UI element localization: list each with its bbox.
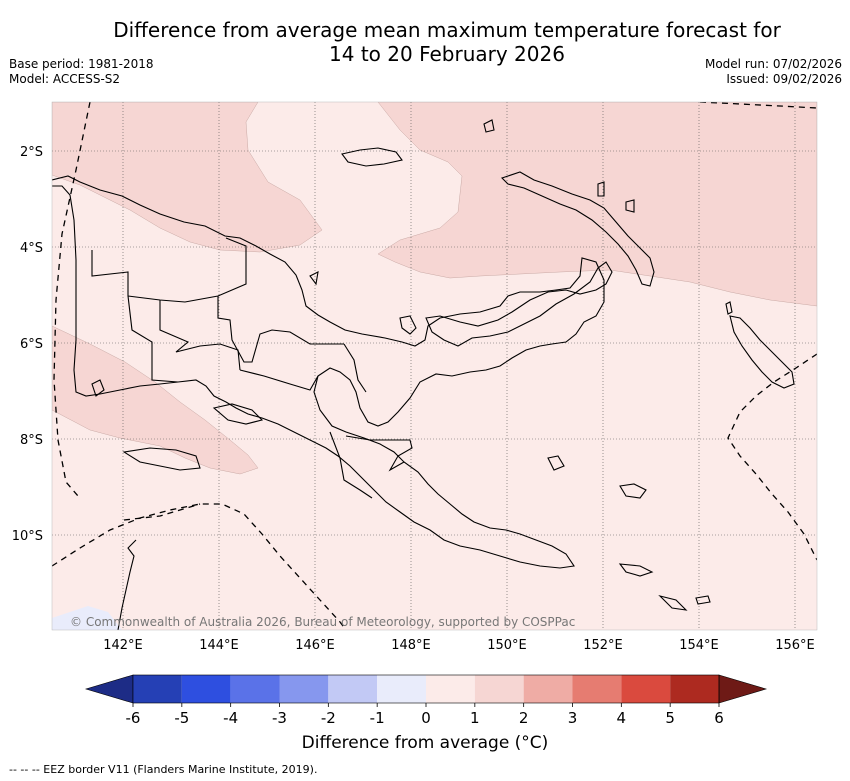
colorbar-ticks: -6 -5 -4 -3 -2 -1 0 1 2 3 4 5 6 <box>126 703 724 727</box>
colorbar-tick-label: 4 <box>617 709 627 727</box>
colorbar-low-extend <box>84 674 134 704</box>
coastlines <box>52 119 795 630</box>
cool-patch-southwest <box>52 606 122 630</box>
colorbar-tick-label: 2 <box>519 709 529 727</box>
graticule <box>52 102 817 630</box>
issued-date: Issued: 09/02/2026 <box>726 72 842 86</box>
coastline-lake <box>91 379 105 397</box>
coastline-islands-southeast-4 <box>658 594 688 611</box>
province-border-6 <box>343 343 367 393</box>
lon-label: 146°E <box>295 638 335 653</box>
lat-label: 10°S <box>12 529 43 544</box>
coastline-new-guinea <box>52 175 605 569</box>
coastline-buka <box>725 301 733 315</box>
warm-band-northwest <box>52 102 323 253</box>
lat-label: 8°S <box>20 433 43 448</box>
coastline-island-4 <box>597 181 605 197</box>
coastline-fly-delta <box>212 403 264 425</box>
lon-label: 154°E <box>679 638 719 653</box>
colorbar-segment <box>621 675 671 703</box>
coastline-new-ireland <box>500 171 655 287</box>
lat-label: 6°S <box>20 337 43 352</box>
colorbar-tick-label: -5 <box>174 709 189 727</box>
map-title: Difference from average mean maximum tem… <box>0 18 850 66</box>
footer-note: -- -- -- EEZ border V11 (Flanders Marine… <box>9 763 318 776</box>
coastline-cape-york <box>117 539 137 630</box>
coastline-island-5 <box>625 199 635 213</box>
colorbar-segment <box>523 675 573 703</box>
colorbar-tick-label: -4 <box>223 709 238 727</box>
lat-label: 2°S <box>20 145 43 160</box>
coastline-bougainville <box>729 315 795 389</box>
model-run: Model run: 07/02/2026 <box>704 57 842 71</box>
colorbar-segment <box>181 675 231 703</box>
coastline-island-1 <box>483 119 495 133</box>
colorbar-tick-label: 0 <box>421 709 431 727</box>
title-line-1: Difference from average mean maximum tem… <box>113 18 781 42</box>
colorbar-tick-label: 6 <box>714 709 724 727</box>
lon-label: 144°E <box>199 638 239 653</box>
colorbar-tick-label: -2 <box>321 709 336 727</box>
lon-label: 156°E <box>775 638 815 653</box>
colorbar-segment <box>133 675 182 703</box>
warm-band-gulf <box>52 325 259 475</box>
colorbar-tick-label: 3 <box>568 709 578 727</box>
colorbar-tick-label: 1 <box>470 709 480 727</box>
colorbar-segment <box>230 675 280 703</box>
title-line-2: 14 to 20 February 2026 <box>329 42 565 66</box>
coastline-islands-southeast-1 <box>547 455 565 471</box>
province-border-3 <box>159 300 241 371</box>
colorbar-segment <box>279 675 329 703</box>
coastline-island-2 <box>399 315 417 335</box>
lat-label: 4°S <box>20 241 43 256</box>
colorbar-segment <box>426 675 475 703</box>
colorbar-segment <box>328 675 378 703</box>
meta-left: Base period: 1981-2018 Model: ACCESS-S2 <box>9 57 154 87</box>
coastline-islands-southeast-2 <box>619 483 647 499</box>
meta-right: Model run: 07/02/2026 Issued: 09/02/2026 <box>705 57 842 87</box>
colorbar-segment <box>572 675 622 703</box>
longitude-labels: 142°E 144°E 146°E 148°E 150°E 152°E 154°E 156°E <box>103 638 815 653</box>
lon-label: 142°E <box>103 638 143 653</box>
province-border-2 <box>91 250 179 383</box>
eez-border-east <box>727 353 817 561</box>
province-border-5 <box>239 369 319 391</box>
eez-borders <box>52 102 817 630</box>
colorbar <box>84 674 768 704</box>
province-border-8 <box>345 435 413 472</box>
province-border-7 <box>329 431 373 499</box>
base-period: Base period: 1981-2018 <box>9 57 154 71</box>
colorbar-segment <box>377 675 426 703</box>
map-area: © Commonwealth of Australia 2026, Bureau… <box>52 102 817 630</box>
colorbar-tick-label: -3 <box>272 709 287 727</box>
coastline-torres-islands <box>122 447 201 471</box>
coastline-islands-southeast-3 <box>618 563 654 577</box>
colorbar-tick-label: 5 <box>665 709 675 727</box>
coastline-islands-southeast-5 <box>695 595 711 605</box>
province-border-4 <box>217 296 344 363</box>
lon-label: 148°E <box>391 638 431 653</box>
lon-label: 150°E <box>487 638 527 653</box>
coastline-manus <box>341 147 403 167</box>
copyright-notice: © Commonwealth of Australia 2026, Bureau… <box>70 615 575 629</box>
map-frame <box>51 101 818 631</box>
colorbar-high-extend <box>718 674 768 704</box>
eez-border-west <box>53 102 91 497</box>
colorbar-segment <box>670 675 719 703</box>
colorbar-tick-label: -6 <box>126 709 141 727</box>
eez-border-northeast <box>699 102 817 109</box>
colorbar-tick-label: -1 <box>370 709 385 727</box>
lon-label: 152°E <box>583 638 623 653</box>
coastline-new-britain <box>425 261 613 347</box>
model-name: Model: ACCESS-S2 <box>9 72 121 86</box>
latitude-labels: 2°S 4°S 6°S 8°S 10°S <box>12 145 43 544</box>
colorbar-label: Difference from average (°C) <box>301 733 549 753</box>
eez-border-torres <box>123 503 201 521</box>
colorbar-segment <box>474 675 524 703</box>
coastline-island-3 <box>309 271 319 286</box>
